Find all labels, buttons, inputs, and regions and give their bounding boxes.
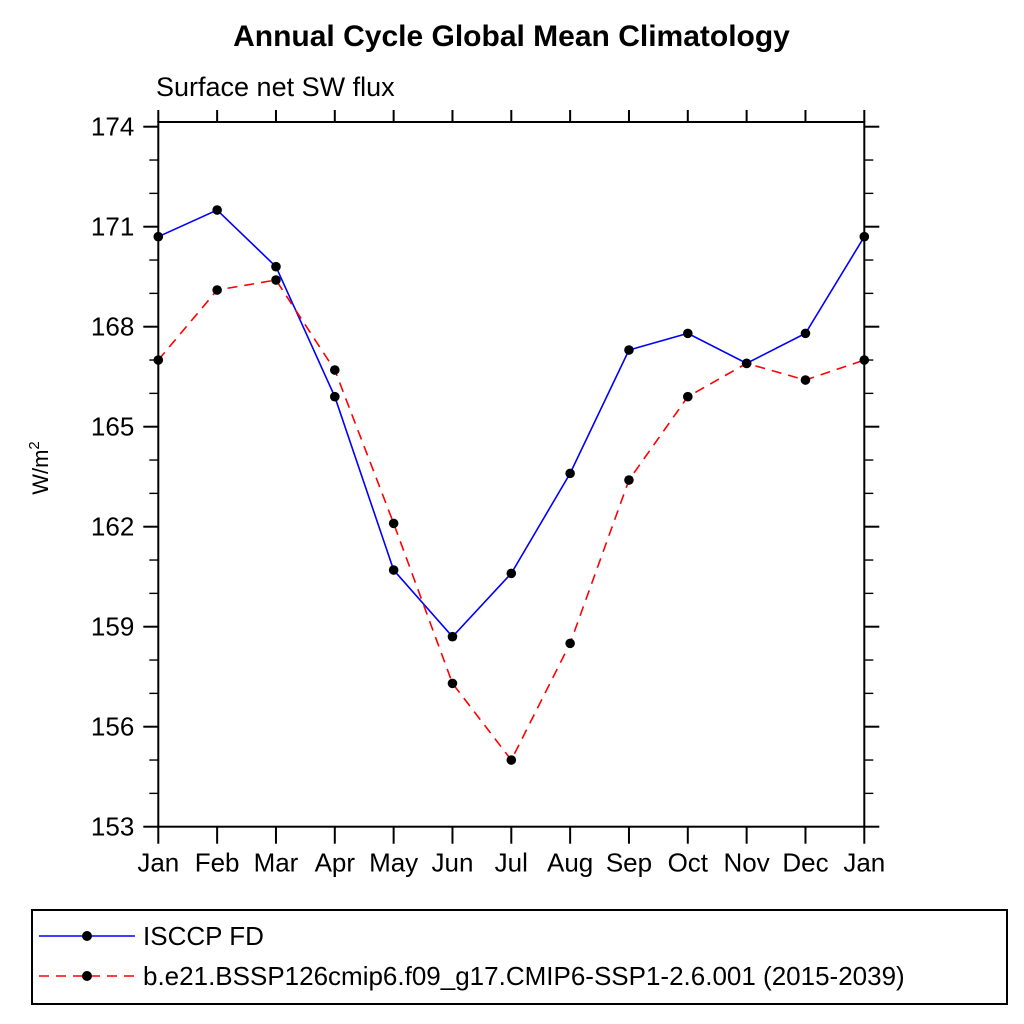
data-point-marker [388, 518, 399, 529]
data-point-marker [388, 565, 399, 575]
data-point-marker [330, 391, 340, 402]
series-line-1 [157, 279, 865, 762]
x-tick-label: Sep [606, 848, 652, 878]
x-tick-label: Dec [782, 848, 828, 878]
data-point-marker [859, 231, 870, 242]
x-tick-label: Apr [315, 848, 356, 878]
x-tick-label: Jan [843, 848, 885, 878]
data-point-marker [741, 358, 752, 369]
y-tick-label: 156 [91, 712, 134, 742]
data-point-marker [506, 755, 517, 765]
data-point-marker [506, 568, 517, 579]
data-point-marker [565, 468, 575, 479]
y-tick-label: 162 [91, 512, 134, 542]
y-tick-label: 153 [91, 812, 134, 842]
legend-marker-dot [82, 931, 92, 941]
legend-entry-model: b.e21.BSSP126cmip6.f09_g17.CMIP6-SSP1-2.… [38, 956, 905, 996]
legend-entry-isccp: ISCCP FD [38, 916, 264, 956]
data-point-marker [800, 328, 811, 339]
y-tick-label: 174 [91, 112, 134, 142]
data-point-marker [565, 638, 575, 649]
legend-box: ISCCP FD b.e21.BSSP126cmip6.f09_g17.CMIP… [31, 909, 1008, 1005]
data-point-marker [330, 365, 340, 375]
data-point-marker [153, 231, 164, 242]
x-tick-label: Nov [724, 848, 770, 878]
x-tick-label: Mar [254, 848, 299, 878]
y-tick-label: 168 [91, 312, 134, 342]
chart-subtitle: Surface net SW flux [156, 72, 395, 102]
legend-label-model: b.e21.BSSP126cmip6.f09_g17.CMIP6-SSP1-2.… [143, 960, 905, 991]
data-point-marker [683, 328, 693, 339]
data-point-marker [212, 205, 222, 215]
x-tick-label: Jul [495, 848, 528, 878]
x-tick-label: May [369, 848, 418, 878]
legend-label-isccp: ISCCP FD [143, 920, 264, 951]
data-point-marker [624, 475, 634, 485]
data-point-marker [683, 391, 693, 402]
y-axis-label: W/m2 [26, 441, 53, 495]
legend-line-sample-solid [39, 931, 135, 941]
y-tick-label: 171 [91, 212, 134, 242]
data-point-marker [800, 375, 811, 385]
data-point-marker [153, 355, 164, 365]
plot-group: 153 156 159 162 165 168 171 174 Jan Feb Mar Apr May J… [91, 110, 885, 878]
x-tick-label: Oct [668, 848, 709, 878]
data-point-marker [624, 345, 634, 355]
plot-area: 153 156 159 162 165 168 171 174 Jan Feb Mar Apr May J… [26, 110, 885, 878]
y-tick-label: 159 [91, 612, 134, 642]
x-tick-label: Feb [195, 848, 240, 878]
chart-title: Annual Cycle Global Mean Climatology [233, 20, 790, 53]
x-tick-label: Jun [432, 848, 474, 878]
data-point-marker [212, 285, 222, 295]
x-tick-label: Jan [137, 848, 179, 878]
data-point-marker [447, 678, 458, 689]
data-point-marker [271, 261, 281, 272]
plot-border [157, 121, 866, 828]
legend-line-sample-dashed [39, 971, 135, 981]
y-tick-label: 165 [91, 412, 134, 442]
data-point-marker [271, 275, 281, 285]
x-tick-label: Aug [547, 848, 593, 878]
legend-marker-dot [82, 971, 92, 981]
data-point-marker [447, 631, 458, 642]
data-point-marker [859, 355, 870, 365]
